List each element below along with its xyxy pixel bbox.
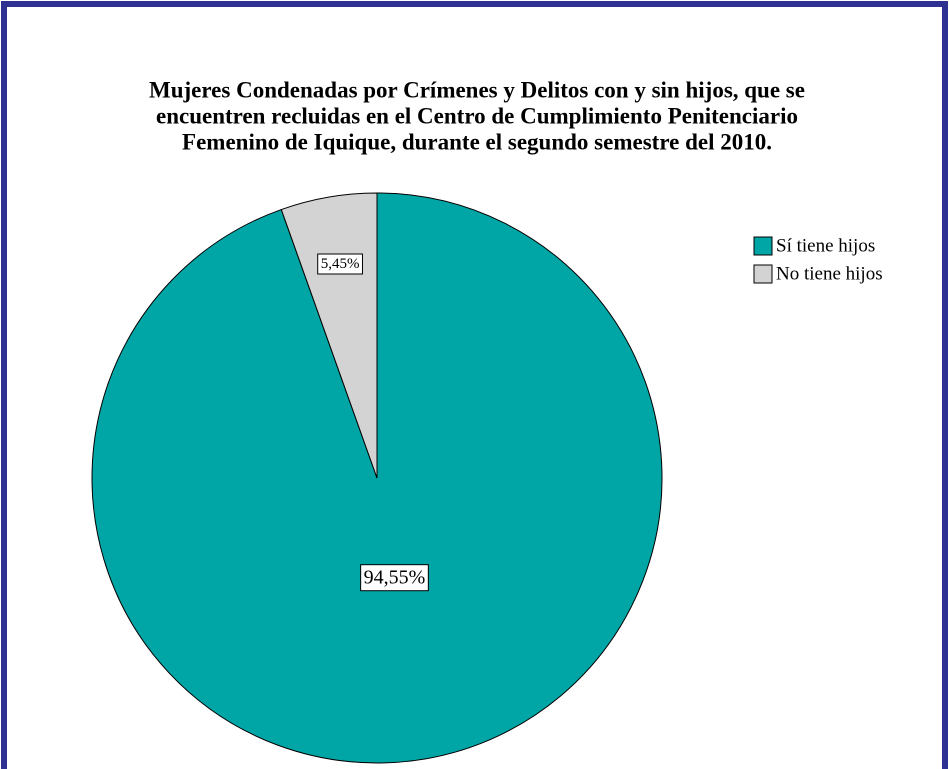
chart-title: Femenino de Iquique, durante el segundo … xyxy=(182,129,772,154)
data-label: 94,55% xyxy=(364,567,426,589)
data-label-box xyxy=(317,253,363,275)
legend-label: No tiene hijos xyxy=(776,263,883,284)
legend-swatch xyxy=(753,236,773,256)
legend-swatch xyxy=(753,264,773,284)
chart-title: Mujeres Condenadas por Crímenes y Delito… xyxy=(149,77,805,102)
data-label: 5,45% xyxy=(321,256,360,272)
chart-title: encuentren recluidas en el Centro de Cum… xyxy=(156,103,798,128)
legend-label: Sí tiene hijos xyxy=(776,235,875,256)
data-label-box xyxy=(360,564,429,592)
